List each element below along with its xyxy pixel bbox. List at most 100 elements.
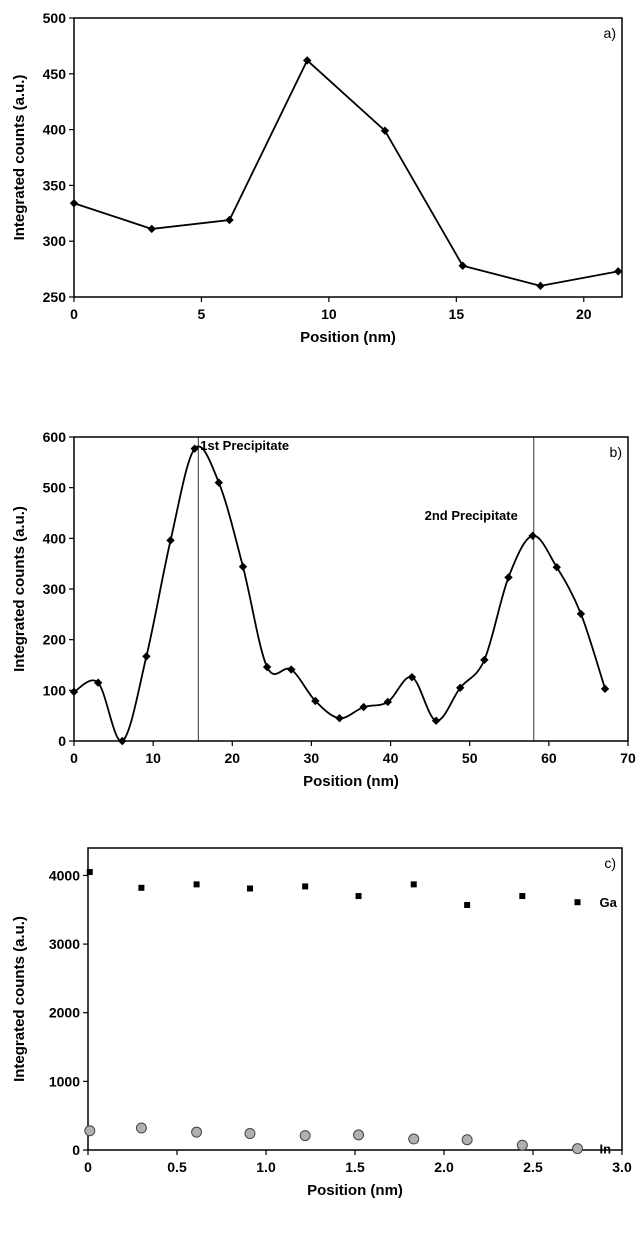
data-point-ga	[86, 869, 93, 876]
data-point-diamond	[287, 665, 296, 674]
x-tick-label: 2.5	[523, 1159, 543, 1175]
data-point-diamond	[166, 536, 175, 545]
y-tick-label: 400	[43, 122, 67, 138]
x-tick-label: 10	[321, 306, 337, 322]
x-tick-label: 50	[462, 750, 478, 766]
data-point-diamond	[69, 199, 79, 208]
y-tick-label: 250	[43, 289, 67, 305]
data-point-in	[461, 1134, 473, 1146]
data-point-diamond	[262, 662, 272, 672]
panel-label: a)	[604, 25, 616, 41]
data-point-ga	[519, 893, 526, 900]
y-tick-label: 400	[43, 530, 67, 546]
panel-label: b)	[610, 444, 622, 460]
data-point-in	[299, 1130, 311, 1142]
y-tick-label: 3000	[49, 936, 80, 952]
data-point-diamond	[600, 684, 610, 694]
y-tick-label: 600	[43, 429, 67, 445]
x-tick-label: 30	[304, 750, 320, 766]
x-axis-title: Position (nm)	[300, 329, 396, 346]
y-tick-label: 1000	[49, 1073, 80, 1089]
y-tick-label: 0	[72, 1142, 80, 1158]
series-label-ga: Ga	[600, 895, 618, 910]
data-point-diamond	[311, 696, 320, 706]
data-point-ga	[464, 901, 471, 908]
plot-frame	[73, 436, 629, 742]
chart-panel-2: 0 10 20 30 40 50 60 70 0 100 200 300 400 500 600 Positi…	[11, 429, 636, 790]
chart-panel-3: 0 0.5 1.0 1.5 2.0 2.5 3.0 0 1000 2000 3000 4000 Posi…	[11, 847, 632, 1199]
data-point-diamond	[214, 478, 224, 487]
x-tick-label: 20	[576, 306, 592, 322]
y-tick-label: 350	[43, 177, 67, 193]
panel-label: c)	[604, 855, 616, 871]
x-tick-label: 3.0	[612, 1159, 632, 1175]
data-point-diamond	[359, 702, 368, 712]
x-axis-title: Position (nm)	[307, 1182, 403, 1199]
plot-frame	[87, 847, 623, 1151]
data-point-in	[84, 1125, 96, 1137]
annotation-label: 2nd Precipitate	[425, 508, 518, 523]
series-line	[73, 445, 606, 742]
data-point-diamond	[147, 224, 156, 234]
data-point-diamond	[190, 444, 199, 453]
data-point-in	[135, 1122, 147, 1134]
x-tick-label: 15	[449, 306, 465, 322]
x-tick-label: 10	[145, 750, 161, 766]
data-point-diamond	[142, 652, 151, 661]
data-point-ga	[574, 899, 581, 906]
y-tick-label: 200	[43, 632, 67, 648]
data-point-diamond	[383, 697, 393, 707]
x-tick-label: 70	[620, 750, 636, 766]
x-tick-label: 40	[383, 750, 399, 766]
series-line	[73, 58, 619, 287]
x-tick-label: 0.5	[167, 1159, 187, 1175]
chart-panel-1: 0 5 10 15 20 250 300 350 400 450 500 Position (nm) I…	[11, 10, 623, 346]
data-point-ga	[193, 881, 200, 888]
x-tick-label: 0	[84, 1159, 92, 1175]
data-point-ga	[246, 885, 253, 892]
x-tick-label: 20	[224, 750, 240, 766]
data-point-diamond	[238, 562, 248, 571]
data-point-diamond	[480, 655, 489, 665]
data-point-diamond	[536, 281, 545, 291]
y-tick-label: 450	[43, 66, 67, 82]
data-point-diamond	[118, 736, 127, 746]
x-tick-label: 1.5	[345, 1159, 365, 1175]
data-point-diamond	[407, 672, 417, 682]
data-point-diamond	[225, 215, 234, 225]
data-point-diamond	[528, 531, 537, 540]
data-point-ga	[355, 893, 362, 900]
data-point-in	[572, 1143, 583, 1155]
data-point-diamond	[431, 716, 441, 725]
data-point-diamond	[552, 563, 561, 572]
data-point-diamond	[613, 267, 623, 276]
data-point-diamond	[335, 714, 344, 723]
data-point-ga	[302, 883, 309, 890]
data-point-diamond	[69, 687, 79, 697]
data-point-ga	[410, 881, 417, 888]
y-tick-label: 100	[43, 682, 67, 698]
y-tick-label: 0	[58, 733, 66, 749]
x-tick-label: 60	[541, 750, 557, 766]
y-tick-label: 2000	[49, 1005, 80, 1021]
x-tick-label: 0	[70, 750, 78, 766]
x-tick-label: 0	[70, 306, 78, 322]
y-tick-label: 500	[43, 480, 67, 496]
y-tick-label: 300	[43, 581, 67, 597]
y-tick-label: 4000	[49, 867, 80, 883]
y-tick-label: 300	[43, 233, 67, 249]
data-point-in	[353, 1129, 365, 1141]
data-point-diamond	[504, 573, 513, 582]
y-tick-label: 500	[43, 10, 67, 26]
series-label-in: In	[600, 1142, 612, 1157]
data-point-diamond	[458, 261, 467, 270]
data-point-in	[244, 1128, 256, 1140]
y-axis-title: Integrated counts (a.u.)	[11, 506, 28, 672]
data-point-in	[191, 1126, 203, 1138]
x-tick-label: 2.0	[434, 1159, 454, 1175]
data-point-in	[516, 1139, 528, 1151]
data-point-diamond	[576, 609, 586, 619]
data-point-diamond	[303, 56, 312, 65]
x-tick-label: 1.0	[256, 1159, 276, 1175]
